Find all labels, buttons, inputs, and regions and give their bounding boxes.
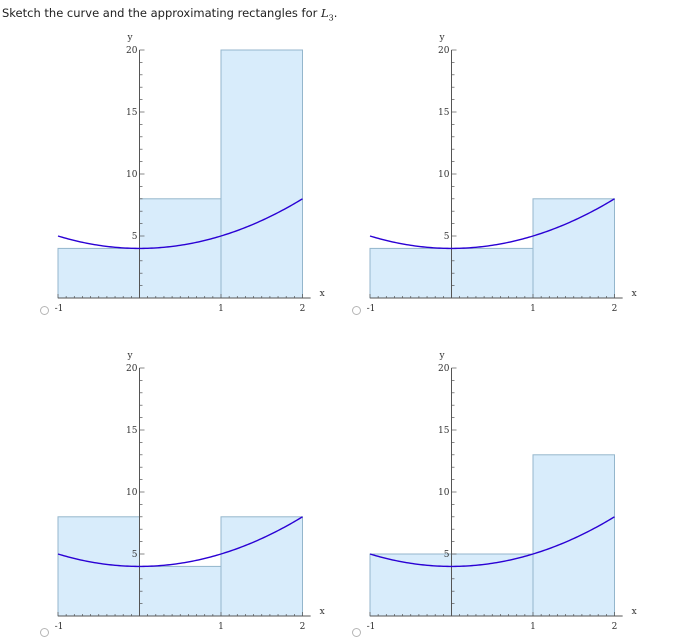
answer-option-4-radio[interactable] <box>352 628 361 637</box>
function-curve <box>369 198 615 250</box>
y-tick-label: 10 <box>438 170 450 180</box>
x-tick-label: -1 <box>367 304 376 314</box>
x-tick-label: -1 <box>55 304 64 314</box>
x-tick-label: 2 <box>612 622 618 632</box>
y-tick-label: 10 <box>126 488 138 498</box>
x-axis-label: x <box>320 289 325 299</box>
y-tick-label: 20 <box>126 364 138 374</box>
y-tick-label: 15 <box>126 108 138 118</box>
x-axis-label: x <box>320 607 325 617</box>
y-tick-label: 15 <box>126 426 138 436</box>
chart-panel-3: -1 1 2 5 10 15 20 x y <box>55 351 325 632</box>
approx-rectangle-3 <box>532 198 615 299</box>
y-tick-label: 15 <box>438 426 450 436</box>
y-tick-label: 5 <box>132 550 138 560</box>
function-curve <box>57 198 303 250</box>
y-tick-label: 15 <box>438 108 450 118</box>
function-curve <box>57 516 303 568</box>
x-tick-label: -1 <box>55 622 64 632</box>
approx-rectangle-1 <box>369 553 452 617</box>
approx-rectangle-3 <box>220 49 303 299</box>
x-tick-label: -1 <box>367 622 376 632</box>
x-tick-label: 1 <box>530 622 536 632</box>
y-axis-label: y <box>439 33 446 43</box>
answer-option-1-radio[interactable] <box>40 306 49 315</box>
chart-panel-4: -1 1 2 5 10 15 20 x y <box>367 351 637 632</box>
chart-panel-1: -1 1 2 5 10 15 20 x y <box>55 33 325 314</box>
y-tick-label: 20 <box>438 364 450 374</box>
x-axis-label: x <box>632 289 637 299</box>
approx-rectangle-1 <box>369 247 452 299</box>
x-tick-label: 1 <box>218 622 224 632</box>
x-tick-label: 1 <box>218 304 224 314</box>
y-tick-label: 5 <box>444 550 450 560</box>
question-text: Sketch the curve and the approximating r… <box>2 6 322 20</box>
approx-rectangle-2 <box>451 247 534 299</box>
function-curve <box>369 516 615 568</box>
y-axis-label: y <box>127 351 134 361</box>
x-tick-label: 2 <box>612 304 618 314</box>
x-axis-label: x <box>632 607 637 617</box>
y-tick-label: 20 <box>126 46 138 56</box>
y-tick-label: 20 <box>438 46 450 56</box>
answer-option-3-radio[interactable] <box>40 628 49 637</box>
y-tick-label: 10 <box>438 488 450 498</box>
approx-rectangle-1 <box>57 247 140 299</box>
question-prompt: Sketch the curve and the approximating r… <box>2 6 338 23</box>
chart-panel-2: -1 1 2 5 10 15 20 x y <box>367 33 637 314</box>
y-tick-label: 5 <box>132 232 138 242</box>
y-axis-label: y <box>127 33 134 43</box>
x-tick-label: 2 <box>300 304 306 314</box>
y-tick-label: 10 <box>126 170 138 180</box>
x-tick-label: 2 <box>300 622 306 632</box>
approx-rectangle-3 <box>220 516 303 617</box>
x-tick-label: 1 <box>530 304 536 314</box>
approx-rectangle-3 <box>532 454 615 617</box>
y-tick-label: 5 <box>444 232 450 242</box>
approx-rectangle-2 <box>139 565 222 617</box>
answer-option-2-radio[interactable] <box>352 306 361 315</box>
question-math: L3 <box>321 6 334 23</box>
y-axis-label: y <box>439 351 446 361</box>
